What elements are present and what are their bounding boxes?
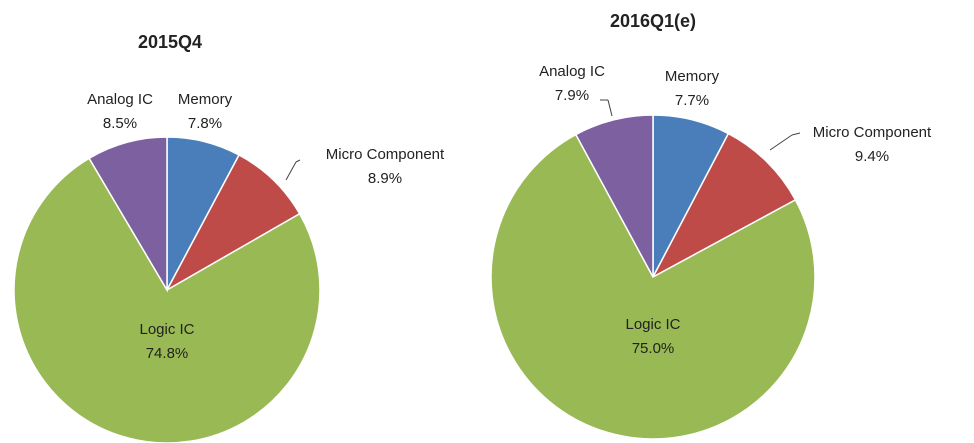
- pie-slice: [165, 153, 301, 292]
- slice-category-label: Analog IC: [539, 63, 605, 80]
- leader-line: [295, 159, 301, 163]
- slice-category-label: Memory: [665, 68, 720, 85]
- leader-line: [769, 134, 793, 151]
- slice-category-label: Micro Component: [326, 146, 445, 163]
- pie-slice: [651, 132, 797, 279]
- leader-line: [607, 99, 613, 117]
- slice-category-label: Logic IC: [139, 321, 194, 338]
- slice-value-label: 7.7%: [675, 92, 709, 109]
- pie-slice: [88, 136, 168, 293]
- slice-value-label: 7.8%: [188, 115, 222, 132]
- pie-slice: [13, 157, 321, 443]
- slice-category-label: Memory: [178, 91, 233, 108]
- slice-value-label: 7.9%: [555, 87, 589, 104]
- slice-value-label: 74.8%: [146, 345, 189, 362]
- slice-category-label: Logic IC: [625, 316, 680, 333]
- leader-line: [285, 161, 297, 181]
- slice-value-label: 75.0%: [632, 340, 675, 357]
- chart-title: 2015Q4: [138, 32, 202, 52]
- chart-title: 2016Q1(e): [610, 11, 696, 31]
- slice-category-label: Micro Component: [813, 124, 932, 141]
- leader-line: [791, 132, 801, 136]
- pie-slice: [574, 114, 654, 278]
- slice-value-label: 9.4%: [855, 148, 889, 165]
- pie-slice: [490, 133, 816, 440]
- slice-value-label: 8.9%: [368, 170, 402, 187]
- slice-value-label: 8.5%: [103, 115, 137, 132]
- slice-category-label: Analog IC: [87, 91, 153, 108]
